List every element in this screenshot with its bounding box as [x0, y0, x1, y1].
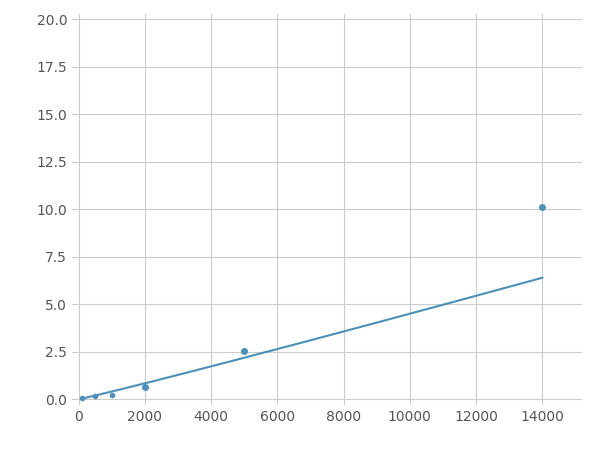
Point	[140, 383, 149, 391]
Point	[91, 393, 100, 400]
Point	[107, 392, 116, 399]
Point	[239, 347, 249, 355]
Point	[77, 394, 87, 401]
Point	[538, 204, 547, 211]
